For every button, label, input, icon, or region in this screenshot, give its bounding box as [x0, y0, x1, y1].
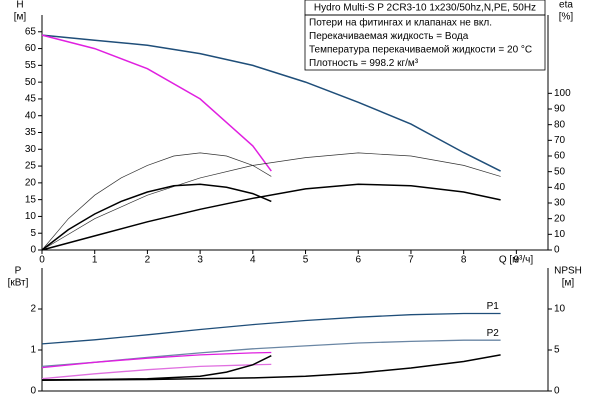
- series-line: [41, 355, 272, 381]
- series-label: P1: [487, 301, 500, 312]
- y-tick-label: 2: [30, 304, 36, 315]
- y2-tick-label: 90: [554, 104, 566, 115]
- info-note: Температура перекачиваемой жидкости = 20…: [309, 45, 532, 56]
- y2-tick-label: 80: [554, 119, 566, 130]
- x-tick-label: 2: [145, 255, 151, 266]
- y2-tick-label: 40: [554, 182, 566, 193]
- series-label: P2: [487, 328, 500, 339]
- y2-tick-label: 100: [554, 88, 571, 99]
- series-line: [41, 354, 501, 382]
- y2-tick-label: 60: [554, 151, 566, 162]
- info-note: Плотность = 998.2 кг/м³: [309, 58, 419, 69]
- y-tick-label: 50: [25, 77, 37, 88]
- y-tick-label: 45: [25, 94, 37, 105]
- y2-tick-label: 5: [554, 345, 560, 356]
- y2-tick-label: 10: [554, 304, 566, 315]
- y2-axis-label: NPSH: [554, 266, 582, 277]
- y-tick-label: 0: [30, 245, 36, 256]
- y-tick-label: 30: [25, 144, 37, 155]
- y-tick-label: 35: [25, 127, 37, 138]
- series-line: [41, 339, 501, 368]
- y2-tick-label: 50: [554, 166, 566, 177]
- series-line: [41, 152, 272, 251]
- info-note: Перекачиваемая жидкость = Вода: [309, 31, 469, 42]
- series-line: [41, 351, 272, 369]
- x-axis-label: Q [м³/ч]: [499, 255, 534, 266]
- x-tick-label: 8: [461, 255, 467, 266]
- series-line: [41, 183, 501, 251]
- y-tick-label: 65: [25, 26, 37, 37]
- y-tick-label: 0: [30, 386, 36, 397]
- y-tick-label: 10: [25, 211, 37, 222]
- info-note: Потери на фитингах и клапанах не вкл.: [309, 17, 492, 29]
- y-axis-label: P: [15, 266, 22, 277]
- y2-tick-label: 0: [554, 386, 560, 397]
- y-tick-label: 1: [30, 345, 36, 356]
- y-tick-label: 60: [25, 43, 37, 54]
- x-tick-label: 7: [408, 255, 414, 266]
- x-tick-label: 1: [92, 255, 98, 266]
- series-line: [41, 363, 272, 380]
- y-axis-label: H: [16, 0, 23, 11]
- y-tick-label: 40: [25, 110, 37, 121]
- y-tick-label: 15: [25, 194, 37, 205]
- y-tick-label: 55: [25, 60, 37, 71]
- x-tick-label: 9: [514, 255, 520, 266]
- series-line: [41, 183, 272, 251]
- chart-title: Hydro Multi-S P 2CR3-10 1x230/50hz,N,PE,…: [314, 3, 536, 14]
- x-tick-label: 4: [250, 255, 256, 266]
- x-tick-label: 0: [39, 255, 45, 266]
- y2-tick-label: 0: [554, 245, 560, 256]
- x-tick-label: 6: [355, 255, 361, 266]
- y2-axis-unit: [м]: [562, 278, 575, 289]
- y2-axis-unit: [%]: [559, 12, 574, 23]
- y2-axis-label: eta: [559, 0, 573, 11]
- y2-tick-label: 20: [554, 213, 566, 224]
- y-axis-unit: [кВт]: [8, 278, 29, 289]
- y-axis-unit: [м]: [14, 12, 27, 23]
- y-tick-label: 20: [25, 177, 37, 188]
- series-line: [41, 34, 272, 172]
- x-tick-label: 5: [303, 255, 309, 266]
- y2-tick-label: 70: [554, 135, 566, 146]
- series-line: [41, 34, 501, 172]
- series-line: [41, 312, 501, 345]
- y-tick-label: 25: [25, 161, 37, 172]
- info-box: [304, 14, 546, 71]
- series-line: [41, 152, 501, 251]
- y2-tick-label: 10: [554, 229, 566, 240]
- y-tick-label: 5: [30, 228, 36, 239]
- x-tick-label: 3: [197, 255, 203, 266]
- y2-tick-label: 30: [554, 198, 566, 209]
